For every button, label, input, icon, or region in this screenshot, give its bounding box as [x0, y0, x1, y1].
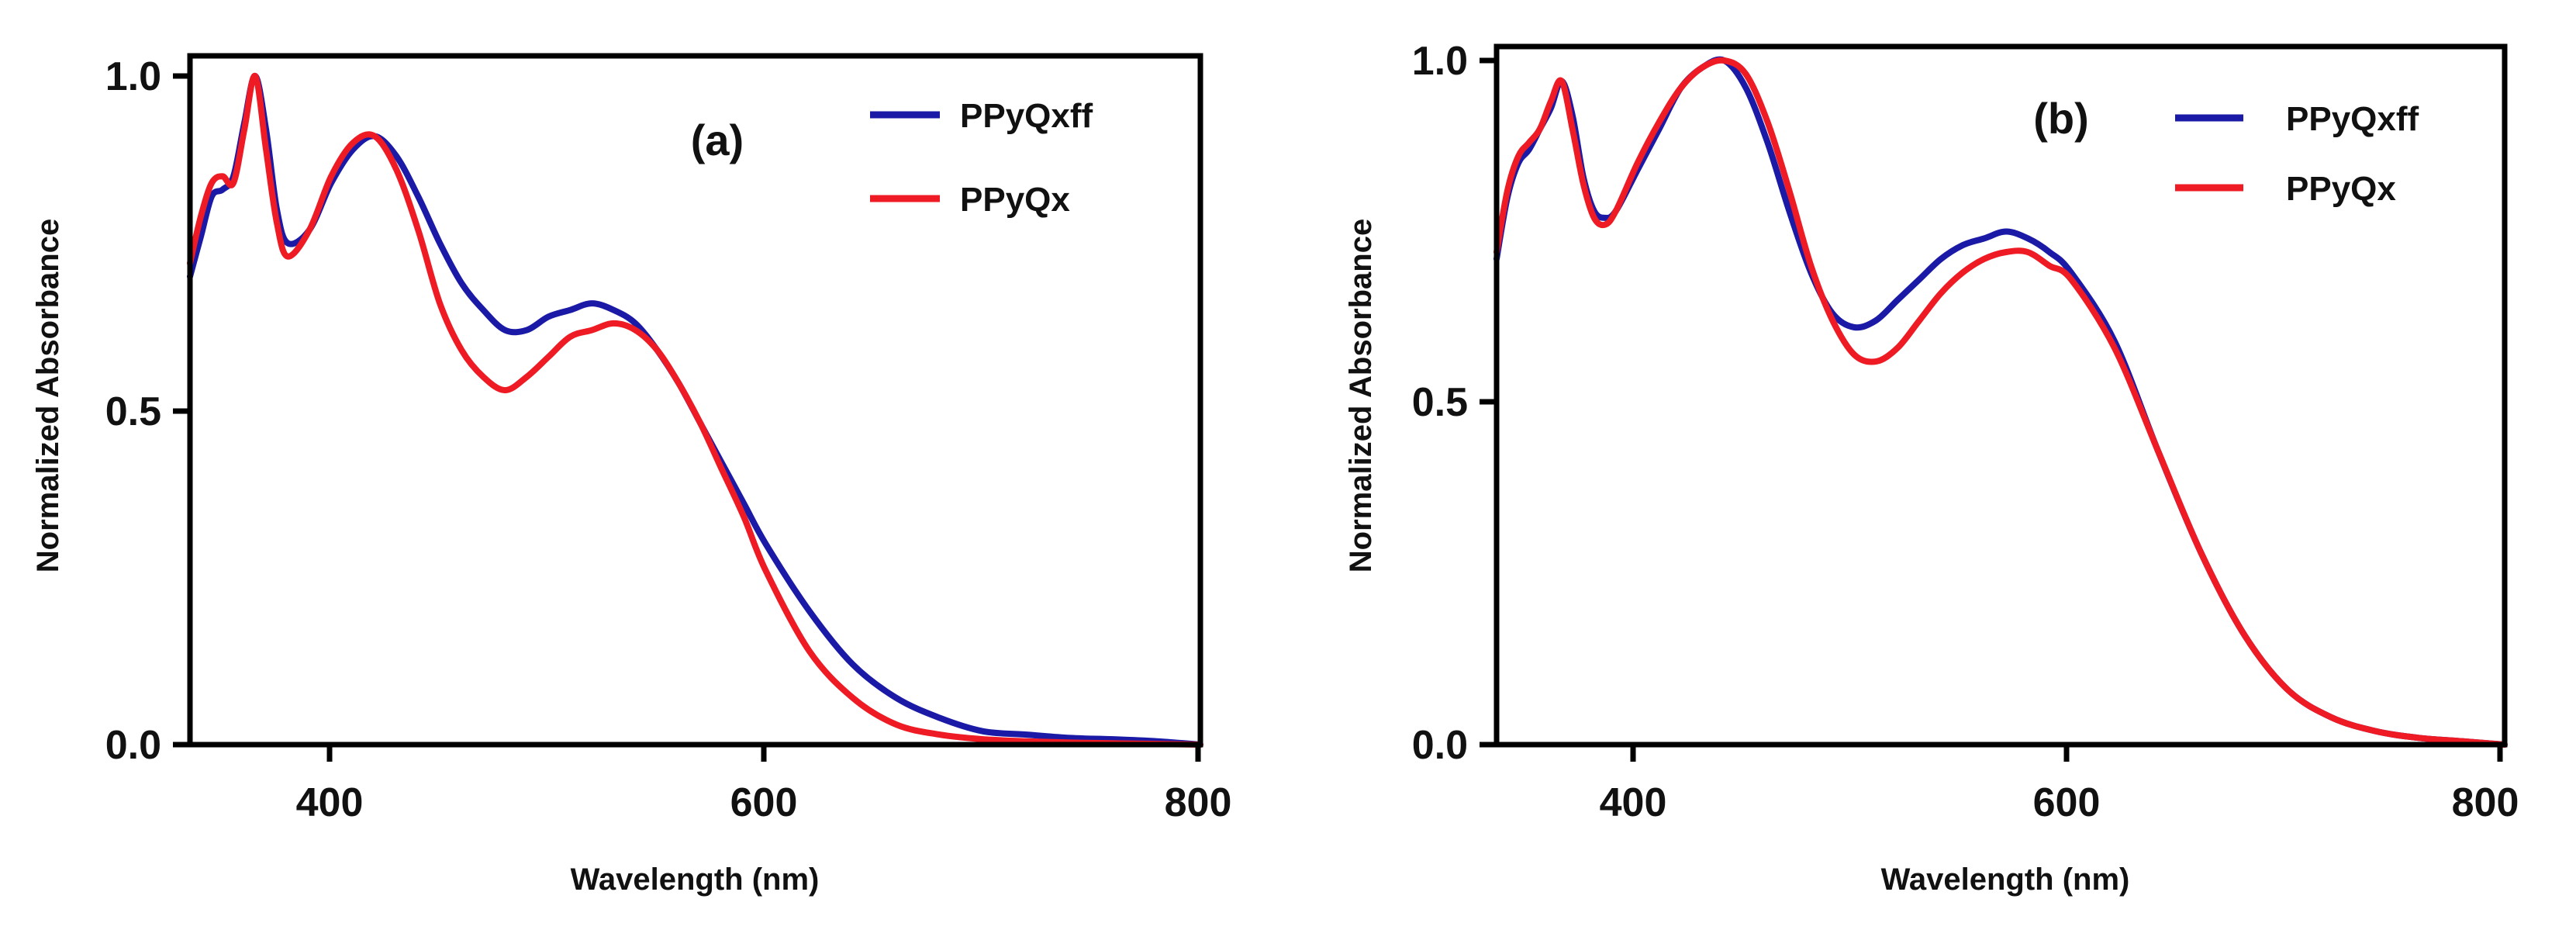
panel-b-legend-label-ppyqxff: PPyQxff: [2286, 100, 2419, 138]
panel-a-series-ppyqx: [187, 72, 1203, 748]
panel-a-x-tick-label-800: 800: [1165, 780, 1232, 825]
panel-a-x-tick-label-400: 400: [296, 780, 364, 825]
panel-a-y-axis-title: Normalized Absorbance: [31, 219, 65, 572]
panel-a: 400 600 800 0.0 0.5 1.0 Wavelength (nm) …: [31, 53, 1232, 897]
panel-b-plot-frame: [1493, 43, 2508, 748]
panel-b-y-tick-label-0: 0.0: [1412, 723, 1468, 768]
panel-a-legend-label-ppyqxff: PPyQxff: [960, 97, 1093, 135]
panel-a-x-axis-title: Wavelength (nm): [571, 863, 820, 897]
panel-a-y-tick-label-1: 1.0: [105, 54, 161, 99]
panel-a-x-tick-label-600: 600: [730, 780, 798, 825]
panel-a-legend-label-ppyqx: PPyQx: [960, 181, 1070, 219]
panel-b-x-tick-label-800: 800: [2452, 780, 2519, 825]
panel-b-y-tick-label-1: 1.0: [1412, 39, 1468, 84]
panel-a-label: (a): [691, 116, 744, 164]
panel-b-x-axis-title: Wavelength (nm): [1881, 863, 2130, 897]
panel-b-x-tick-label-400: 400: [1600, 780, 1667, 825]
panel-b-series-group: [1493, 56, 2508, 748]
panel-b-series-ppyqxff: [1493, 56, 2508, 748]
panel-b-series-ppyqx: [1493, 57, 2508, 748]
panel-b-legend: PPyQxff PPyQx: [2175, 100, 2419, 208]
panel-b-legend-label-ppyqx: PPyQx: [2286, 170, 2396, 208]
panel-b-x-tick-label-600: 600: [2033, 780, 2101, 825]
panel-b: 400 600 800 0.0 0.5 1.0 Wavelength (nm) …: [1344, 39, 2519, 897]
panel-b-y-tick-label-05: 0.5: [1412, 380, 1468, 425]
panel-a-y-tick-label-05: 0.5: [105, 389, 161, 434]
panel-a-plot-frame: [187, 53, 1203, 748]
panel-b-y-axis-title: Normalized Absorbance: [1344, 219, 1378, 572]
panel-a-legend: PPyQxff PPyQx: [870, 97, 1093, 219]
panel-b-label: (b): [2033, 94, 2089, 143]
panel-a-series-group: [187, 72, 1203, 748]
panel-a-y-tick-label-0: 0.0: [105, 723, 161, 768]
